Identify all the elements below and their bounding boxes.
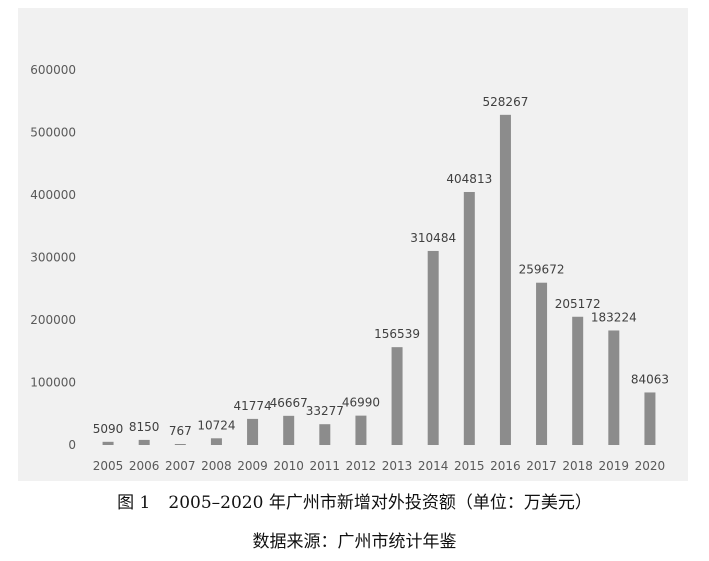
bar [283, 415, 295, 445]
x-tick-label: 2015 [454, 459, 485, 473]
bar [138, 439, 150, 445]
y-tick-label: 100000 [30, 376, 76, 390]
data-label: 41774 [233, 399, 271, 413]
figure-number: 图 1 [117, 493, 151, 513]
x-tick-label: 2008 [201, 459, 232, 473]
data-label: 5090 [93, 422, 124, 436]
x-tick-label: 2006 [129, 459, 160, 473]
bar [644, 392, 656, 445]
bar [247, 418, 259, 445]
bar [210, 438, 222, 445]
x-tick-label: 2014 [418, 459, 449, 473]
figure-title: 2005–2020 年广州市新增对外投资额（单位：万美元） [168, 493, 592, 513]
x-tick-label: 2007 [165, 459, 196, 473]
bar [463, 191, 475, 445]
data-source-note: 数据来源：广州市统计年鉴 [252, 532, 457, 552]
bar [608, 330, 620, 445]
x-tick-label: 2019 [599, 459, 630, 473]
data-label: 310484 [410, 231, 456, 245]
bar [355, 415, 367, 445]
bar [391, 347, 403, 445]
bar [102, 441, 114, 445]
figure-caption: 图 1 2005–2020 年广州市新增对外投资额（单位：万美元） [0, 488, 709, 513]
data-label: 528267 [483, 95, 529, 109]
data-label: 10724 [197, 418, 235, 432]
data-label: 156539 [374, 327, 420, 341]
data-label: 8150 [129, 420, 160, 434]
data-label: 404813 [446, 172, 492, 186]
bar [174, 444, 186, 445]
bar [319, 424, 331, 445]
y-tick-label: 500000 [30, 126, 76, 140]
x-tick-label: 2016 [490, 459, 521, 473]
bar [427, 250, 439, 445]
x-tick-label: 2020 [635, 459, 666, 473]
bar [572, 316, 584, 445]
bar [536, 282, 548, 445]
x-tick-label: 2005 [93, 459, 124, 473]
x-tick-label: 2013 [382, 459, 413, 473]
chart-panel: 0 100000 200000 300000 400000 500000 600000 509… [18, 8, 688, 481]
y-tick-label: 600000 [30, 63, 76, 77]
x-tick-label: 2011 [310, 459, 341, 473]
x-tick-label: 2018 [562, 459, 593, 473]
x-tick-label: 2009 [237, 459, 268, 473]
y-tick-label: 200000 [30, 313, 76, 327]
x-tick-label: 2010 [273, 459, 304, 473]
data-label: 259672 [519, 263, 565, 277]
data-label: 46667 [270, 396, 308, 410]
y-tick-label: 0 [68, 438, 76, 452]
data-label: 46990 [342, 396, 380, 410]
x-tick-label: 2017 [526, 459, 557, 473]
data-label: 183224 [591, 310, 637, 324]
data-label: 33277 [306, 404, 344, 418]
data-label: 767 [169, 424, 192, 438]
y-tick-label: 300000 [30, 251, 76, 265]
bar [499, 114, 511, 445]
data-label: 205172 [555, 297, 601, 311]
bar-chart: 0 100000 200000 300000 400000 500000 600000 509… [30, 63, 669, 473]
y-tick-label: 400000 [30, 188, 76, 202]
x-tick-label: 2012 [346, 459, 377, 473]
data-label: 84063 [631, 372, 669, 386]
